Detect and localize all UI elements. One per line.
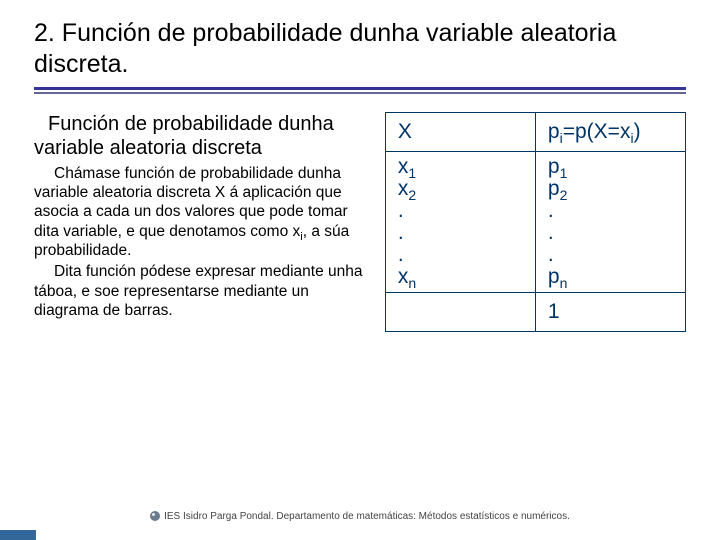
hdr-p-b: =p(X=x [563, 120, 631, 143]
logo-icon [150, 511, 160, 521]
x-value: . [398, 200, 525, 222]
table-sum-left [385, 293, 535, 332]
table-row: X pi=p(X=xi) [385, 112, 685, 151]
slide-title: 2. Función de probabilidade dunha variab… [34, 18, 686, 90]
table-sum-right: 1 [535, 293, 685, 332]
corner-accent [0, 530, 36, 540]
paragraph-1: Chámase función de probabilidade dunha v… [34, 164, 367, 261]
p-value: pn [548, 266, 675, 288]
x-value: x2 [398, 178, 525, 200]
table-row: x1x2...xn p1p2...pn [385, 151, 685, 292]
content-row: Función de probabilidade dunha variable … [34, 112, 686, 333]
x-value: . [398, 244, 525, 266]
p-value: p2 [548, 178, 675, 200]
slide: 2. Función de probabilidade dunha variab… [0, 0, 720, 540]
title-underline [34, 92, 686, 94]
right-column: X pi=p(X=xi) x1x2...xn p1p2...pn 1 [385, 112, 686, 333]
p-value: . [548, 222, 675, 244]
paragraph-2: Dita función pódese expresar mediante un… [34, 262, 367, 320]
table-row: 1 [385, 293, 685, 332]
table-header-p: pi=p(X=xi) [535, 112, 685, 151]
table-cell-x: x1x2...xn [385, 151, 535, 292]
footer-text: IES Isidro Parga Pondal. Departamento de… [164, 511, 570, 522]
slide-footer: IES Isidro Parga Pondal. Departamento de… [0, 511, 720, 522]
probability-table: X pi=p(X=xi) x1x2...xn p1p2...pn 1 [385, 112, 686, 333]
para1-text-a: Chámase función de probabilidade dunha v… [34, 165, 348, 240]
table-cell-p: p1p2...pn [535, 151, 685, 292]
x-value: x1 [398, 156, 525, 178]
p-value: . [548, 200, 675, 222]
left-column: Función de probabilidade dunha variable … [34, 112, 367, 333]
hdr-p-a: p [548, 120, 560, 143]
p-value: . [548, 244, 675, 266]
p-value: p1 [548, 156, 675, 178]
hdr-p-c: ) [634, 120, 641, 143]
table-header-x: X [385, 112, 535, 151]
x-value: xn [398, 266, 525, 288]
section-subheading: Función de probabilidade dunha variable … [34, 112, 367, 160]
x-value: . [398, 222, 525, 244]
